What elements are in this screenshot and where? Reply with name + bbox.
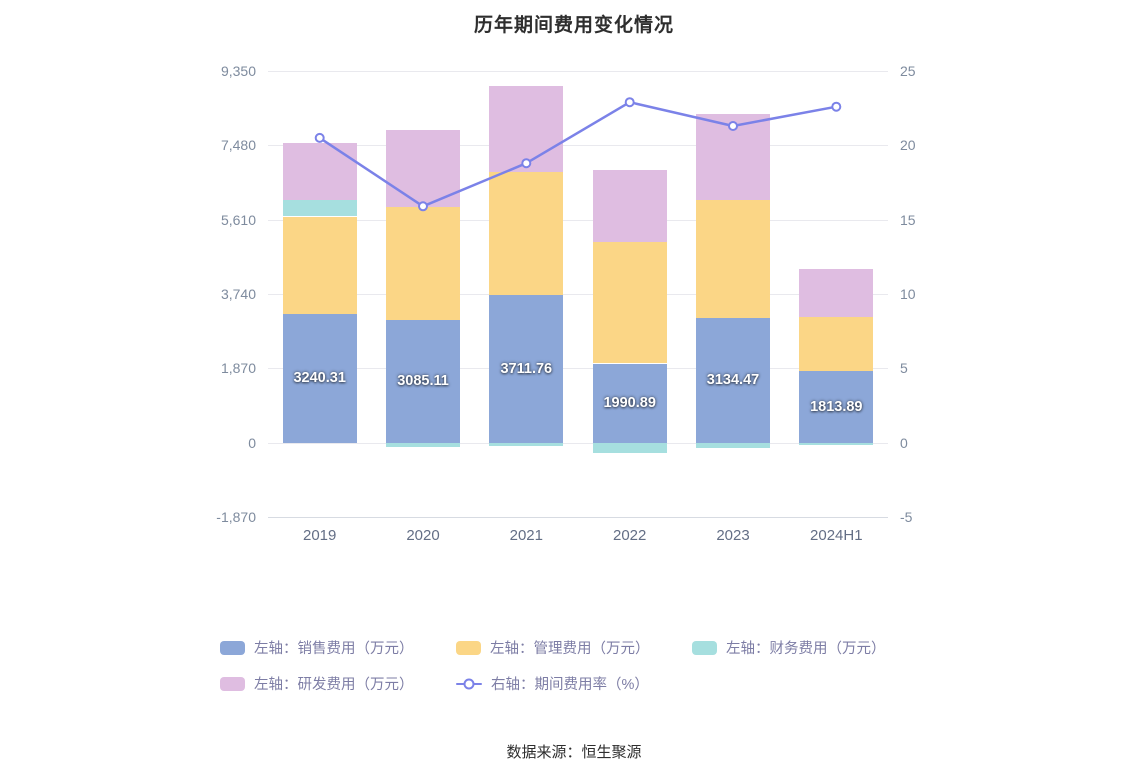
x-axis-label: 2023 <box>716 527 750 544</box>
bar-segment-rd-expense[interactable] <box>592 169 667 243</box>
bar-segment-admin-expense[interactable] <box>592 242 667 364</box>
chart-title: 历年期间费用变化情况 <box>473 15 674 36</box>
legend-swatch-finance-expense <box>692 640 717 655</box>
bar-value-label: 3085.11 <box>397 373 449 390</box>
bar-segment-sales-expense[interactable] <box>592 363 667 443</box>
y-axis-tick-left: 5,610 <box>220 211 256 228</box>
y-axis-tick-left: 3,740 <box>220 286 256 302</box>
bar-segment-finance-expense[interactable] <box>386 442 460 448</box>
bar-segment-sales-expense[interactable] <box>696 318 770 443</box>
legend-swatch-sales-expense <box>220 640 245 655</box>
legend-item-rd-expense[interactable]: 左轴：研发费用（万元） <box>220 673 456 694</box>
y-axis-tick-right: 25 <box>900 63 916 79</box>
legend-label: 左轴：财务费用（万元） <box>726 641 886 657</box>
x-axis-label: 2022 <box>613 527 647 544</box>
gridline <box>268 71 888 72</box>
chart-legend: 左轴：销售费用（万元） 左轴：管理费用（万元） 左轴：财务费用（万元） 左轴：研发费用… <box>220 637 928 709</box>
rate-line-point[interactable] <box>831 101 842 112</box>
legend-label: 左轴：销售费用（万元） <box>254 641 414 657</box>
rate-line-point[interactable] <box>314 132 325 143</box>
bar-segment-finance-expense[interactable] <box>696 442 770 448</box>
bar-value-label: 3134.47 <box>706 372 760 389</box>
legend-label: 右轴：期间费用率（%） <box>491 677 649 693</box>
bar-segment-sales-expense[interactable] <box>282 313 357 443</box>
y-axis-tick-right: 10 <box>900 286 916 302</box>
x-axis-label: 2021 <box>509 527 543 544</box>
bar-segment-admin-expense[interactable] <box>696 199 770 319</box>
bar-value-label: 3711.76 <box>500 360 553 377</box>
chart-plot-area: 9,350 7,480 5,610 3,740 1,870 0 -1,870 25 20 15 10… <box>204 61 944 553</box>
bar-segment-sales-expense[interactable] <box>799 370 874 443</box>
y-axis-tick-left: 9,350 <box>220 63 256 79</box>
legend-swatch-admin-expense <box>456 640 481 655</box>
legend-item-expense-rate[interactable]: 右轴：期间费用率（%） <box>456 673 692 694</box>
bar-segment-admin-expense[interactable] <box>282 216 357 314</box>
legend-swatch-rd-expense <box>220 676 245 691</box>
bar-segment-finance-expense[interactable] <box>592 442 667 453</box>
bar-segment-sales-expense[interactable] <box>489 295 564 443</box>
legend-label: 左轴：研发费用（万元） <box>254 677 414 693</box>
gridline <box>268 517 888 518</box>
bar-segment-rd-expense[interactable] <box>799 269 874 317</box>
gridline <box>268 442 888 444</box>
y-axis-tick-left: -1,870 <box>216 509 256 525</box>
bar-segment-rd-expense[interactable] <box>282 143 357 200</box>
bar-segment-finance-expense[interactable] <box>489 442 564 446</box>
y-axis-tick-left: 0 <box>248 434 256 451</box>
bar-value-label: 1990.89 <box>603 395 656 412</box>
bar-segment-admin-expense[interactable] <box>799 316 874 371</box>
data-source-note: 数据来源：恒生聚源 <box>506 744 642 761</box>
legend-item-sales-expense[interactable]: 左轴：销售费用（万元） <box>220 637 456 658</box>
bar-segment-finance-expense[interactable] <box>799 442 874 445</box>
bar-segment-admin-expense[interactable] <box>489 171 564 296</box>
y-axis-tick-right: 0 <box>900 434 908 451</box>
gridline <box>268 219 888 221</box>
x-axis-label: 2020 <box>406 527 440 544</box>
bar-segment-rd-expense[interactable] <box>489 85 564 172</box>
x-axis-label: 2019 <box>303 527 337 544</box>
bar-segment-rd-expense[interactable] <box>696 113 770 200</box>
legend-label: 左轴：管理费用（万元） <box>490 641 650 657</box>
bar-value-label: 3240.31 <box>293 370 346 387</box>
bar-segment-sales-expense[interactable] <box>386 320 460 443</box>
y-axis-tick-right: 20 <box>900 137 916 154</box>
legend-line-swatch <box>456 677 482 691</box>
bar-segment-admin-expense[interactable] <box>386 206 460 320</box>
bar-segment-rd-expense[interactable] <box>386 130 460 207</box>
legend-item-finance-expense[interactable]: 左轴：财务费用（万元） <box>692 637 928 658</box>
y-axis-tick-left: 1,870 <box>220 360 256 377</box>
gridline <box>268 145 888 147</box>
y-axis-tick-right: 5 <box>900 360 908 377</box>
y-axis-tick-right: 15 <box>900 211 916 228</box>
legend-item-admin-expense[interactable]: 左轴：管理费用（万元） <box>456 637 692 658</box>
x-axis-label: 2024H1 <box>810 527 863 544</box>
y-axis-tick-right: -5 <box>900 509 913 525</box>
gridline <box>268 294 888 295</box>
gridline <box>268 368 888 370</box>
rate-line-point[interactable] <box>624 97 635 108</box>
legend-line-dot <box>463 678 475 689</box>
y-axis-tick-left: 7,480 <box>220 137 256 154</box>
bar-value-label: 1813.89 <box>810 398 863 415</box>
bar-segment-finance-expense[interactable] <box>282 199 357 217</box>
